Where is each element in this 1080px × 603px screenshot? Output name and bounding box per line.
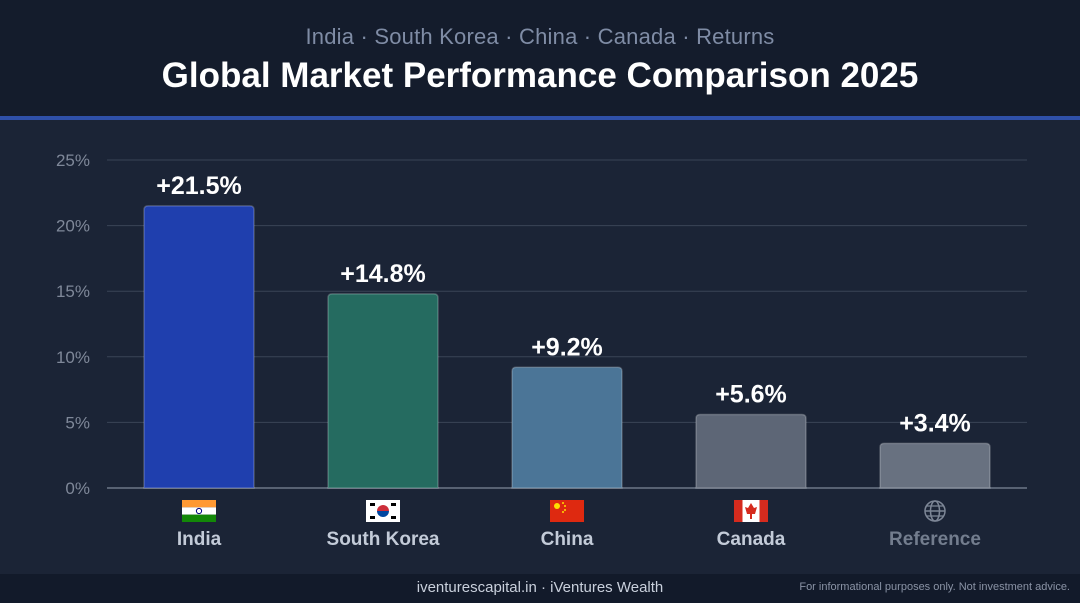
data-label: +14.8% (340, 260, 426, 288)
header-divider (0, 116, 1080, 120)
bar-canada (695, 413, 807, 489)
china-flag-icon (550, 500, 584, 522)
data-label: +5.6% (715, 381, 787, 409)
chart-title: Global Market Performance Comparison 202… (161, 56, 919, 95)
footer-disclaimer: For informational purposes only. Not inv… (799, 581, 1070, 593)
bar-reference (879, 442, 991, 489)
x-tick-label: India (177, 529, 222, 550)
y-tick-label: 5% (65, 413, 90, 432)
x-tick-label: China (541, 529, 594, 550)
x-tick-label: South Korea (327, 529, 440, 550)
chart-canvas: 0% 5% 10% 15% 20% 25% +21.5% India +14.8% South K… (56, 151, 1027, 550)
y-tick-label: 25% (56, 151, 90, 170)
india-flag-icon (182, 500, 216, 522)
chart-subtitle: India · South Korea · China · Canada · R… (305, 24, 775, 49)
bar-chart: 0% 5% 10% 15% 20% 25% +21.5% India +14.8% South K… (0, 120, 1080, 572)
y-tick-label: 20% (56, 217, 90, 236)
x-tick-label: Canada (717, 529, 786, 550)
footer-site-credit: iventurescapital.in · iVentures Wealth (416, 579, 664, 596)
bar-india (143, 205, 255, 489)
y-tick-label: 10% (56, 348, 90, 367)
bar-south-korea (327, 293, 439, 489)
canada-flag-icon (734, 500, 768, 522)
data-label: +21.5% (156, 172, 242, 200)
footer: iventurescapital.in · iVentures Wealth F… (0, 574, 1080, 603)
south-korea-flag-icon (366, 500, 400, 522)
y-tick-label: 0% (65, 479, 90, 498)
globe-icon (924, 500, 946, 522)
data-label: +9.2% (531, 333, 603, 361)
header: India · South Korea · China · Canada · R… (0, 0, 1080, 116)
x-tick-label: Reference (889, 529, 981, 550)
bar-china (511, 366, 623, 489)
data-label: +3.4% (899, 409, 971, 437)
y-tick-label: 15% (56, 282, 90, 301)
